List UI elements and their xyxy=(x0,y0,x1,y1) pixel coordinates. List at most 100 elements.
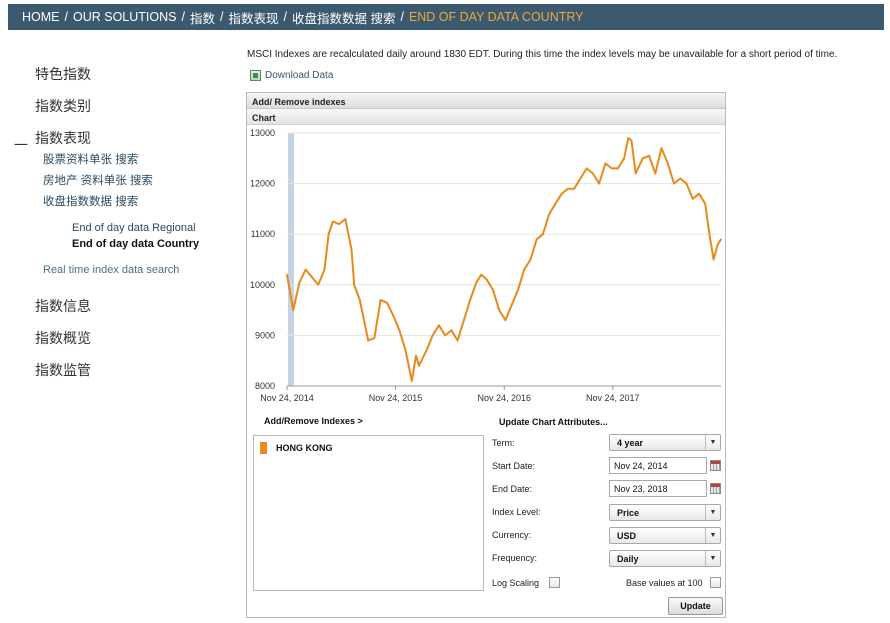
base-values-label: Base values at 100 xyxy=(626,578,703,588)
sidebar-sub-equity-factsheet[interactable]: 股票资料单张 搜索 xyxy=(43,154,139,166)
data-point xyxy=(592,172,594,175)
start-date-label: Start Date: xyxy=(492,461,536,471)
sidebar-item-featured-indexes[interactable]: 特色指数 xyxy=(35,66,91,82)
data-point xyxy=(654,172,657,175)
data-point xyxy=(623,157,625,160)
data-point xyxy=(358,299,361,301)
sidebar-realtime-link[interactable]: Real time index data search xyxy=(43,264,180,276)
sidebar-item-index-categories[interactable]: 指数类别 xyxy=(35,98,91,114)
data-point xyxy=(367,339,370,342)
currency-value: USD xyxy=(617,531,637,541)
data-point xyxy=(604,162,607,165)
index-level-label: Index Level: xyxy=(492,507,541,517)
data-point xyxy=(431,334,434,337)
data-point xyxy=(317,283,320,286)
dropdown-arrow-icon: ▼ xyxy=(705,551,720,566)
frequency-select[interactable]: Daily ▼ xyxy=(609,550,721,567)
data-point xyxy=(627,137,630,139)
index-name: HONG KONG xyxy=(276,443,333,453)
data-point xyxy=(698,192,700,195)
data-point xyxy=(415,354,417,357)
data-point xyxy=(535,238,538,241)
sidebar-sub-end-of-day-search[interactable]: 收盘指数数据 搜索 xyxy=(43,196,139,208)
data-point xyxy=(475,281,478,284)
breadcrumb-home[interactable]: HOME xyxy=(22,10,60,24)
add-remove-indexes-link[interactable]: Add/Remove Indexes > xyxy=(264,416,363,426)
log-scaling-label: Log Scaling xyxy=(492,578,540,588)
sidebar-item-index-information[interactable]: 指数信息 xyxy=(35,298,91,314)
data-point xyxy=(573,187,576,190)
breadcrumb-current: END OF DAY DATA COUNTRY xyxy=(408,10,584,24)
dropdown-arrow-icon: ▼ xyxy=(705,528,720,543)
chart-panel: Add/ Remove indexes Chart 8000 9000 10000 1… xyxy=(246,92,726,618)
start-date-input[interactable]: Nov 24, 2014 xyxy=(609,457,707,474)
data-point xyxy=(560,192,563,195)
data-point xyxy=(304,268,307,271)
data-point xyxy=(331,220,334,223)
update-button[interactable]: Update xyxy=(668,597,723,615)
end-date-input[interactable]: Nov 23, 2018 xyxy=(609,480,707,497)
panel-header[interactable]: Add/ Remove indexes xyxy=(247,93,725,109)
y-tick-label: 12000 xyxy=(250,179,275,189)
dropdown-arrow-icon: ▼ xyxy=(705,505,720,520)
breadcrumb-separator: / xyxy=(400,10,404,24)
data-point xyxy=(579,177,582,180)
x-tick-label: Nov 24, 2017 xyxy=(586,393,640,403)
data-point xyxy=(685,182,688,185)
term-select[interactable]: 4 year ▼ xyxy=(609,434,721,451)
download-data-link[interactable]: Download Data xyxy=(250,70,333,81)
breadcrumb-end-of-day-search[interactable]: 收盘指数数据 搜索 xyxy=(291,11,396,26)
data-point xyxy=(708,233,711,236)
data-point xyxy=(344,218,347,220)
sidebar-item-index-performance[interactable]: 指数表现 xyxy=(35,130,91,146)
download-data-label[interactable]: Download Data xyxy=(265,70,334,81)
data-point xyxy=(327,233,330,236)
end-date-label: End Date: xyxy=(492,484,533,494)
sidebar-eod-regional[interactable]: End of day data Regional xyxy=(72,222,196,234)
data-point xyxy=(323,268,326,271)
frequency-label: Frequency: xyxy=(492,553,538,563)
data-point xyxy=(617,167,619,170)
term-value: 4 year xyxy=(617,438,644,448)
chart-tab[interactable]: Chart xyxy=(247,109,725,125)
breadcrumb-our-solutions[interactable]: OUR SOLUTIONS xyxy=(72,10,177,24)
data-point xyxy=(660,147,663,150)
data-point xyxy=(392,314,394,317)
data-point xyxy=(450,329,453,332)
log-scaling-checkbox[interactable] xyxy=(549,577,560,588)
series-color-swatch xyxy=(260,442,267,454)
y-tick-label: 8000 xyxy=(255,381,275,391)
selected-indexes-list: HONG KONG xyxy=(253,435,484,591)
data-point xyxy=(585,167,588,170)
breadcrumb-indexes[interactable]: 指数 xyxy=(189,11,215,26)
data-point xyxy=(712,258,715,261)
data-point xyxy=(480,273,483,276)
base-values-checkbox[interactable] xyxy=(710,577,721,588)
calendar-icon[interactable] xyxy=(710,483,721,494)
data-point xyxy=(353,283,356,286)
index-level-select[interactable]: Price ▼ xyxy=(609,504,721,521)
data-point xyxy=(610,167,613,170)
x-tick-label: Nov 24, 2014 xyxy=(260,393,314,403)
data-point xyxy=(704,202,707,205)
data-point xyxy=(648,154,650,157)
currency-select[interactable]: USD ▼ xyxy=(609,527,721,544)
data-point xyxy=(548,213,551,215)
data-point xyxy=(373,337,376,339)
data-point xyxy=(598,182,600,185)
update-chart-attributes-title: Update Chart Attributes... xyxy=(499,417,608,427)
list-item[interactable]: HONG KONG xyxy=(260,442,333,454)
sidebar-sub-real-estate-factsheet[interactable]: 房地产 资料单张 搜索 xyxy=(43,175,153,187)
data-point xyxy=(456,339,459,342)
data-point xyxy=(469,299,471,301)
sidebar-item-index-governance[interactable]: 指数监管 xyxy=(35,362,91,378)
sidebar-item-index-overview[interactable]: 指数概览 xyxy=(35,330,91,346)
data-point xyxy=(517,289,519,291)
breadcrumb-index-performance[interactable]: 指数表现 xyxy=(228,11,279,26)
data-point xyxy=(379,299,382,301)
data-point xyxy=(485,278,488,281)
sidebar-eod-country[interactable]: End of day data Country xyxy=(72,238,200,250)
data-point xyxy=(542,233,544,236)
expanded-marker: 一 xyxy=(14,137,28,153)
calendar-icon[interactable] xyxy=(710,460,721,471)
